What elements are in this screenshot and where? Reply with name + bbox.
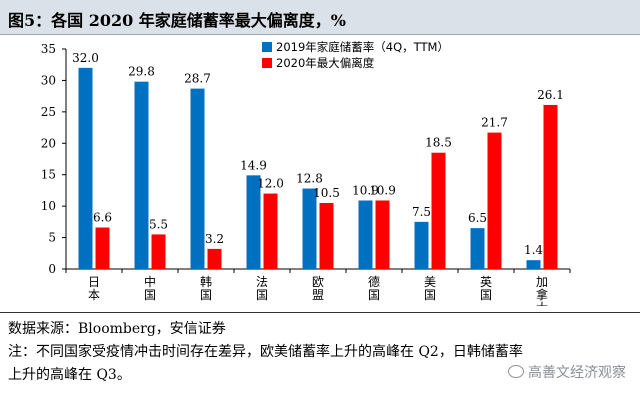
bar-savings-rate-2019 — [78, 67, 93, 269]
x-category-label: 盟 — [312, 288, 324, 302]
note-line-2: 上升的高峰在 Q3。 — [8, 367, 131, 383]
y-tick-label: 5 — [48, 231, 56, 245]
legend-label: 2019年家庭储蓄率（4Q，TTM） — [276, 40, 449, 54]
data-label: 3.2 — [205, 232, 224, 246]
x-category-label: 韩 — [200, 274, 212, 289]
x-category-label: 国 — [424, 288, 436, 302]
bar-max-deviation-2020 — [263, 193, 278, 269]
chart-title: 图5：各国 2020 年家庭储蓄率最大偏离度，% — [8, 11, 347, 30]
data-label: 10.9 — [369, 183, 396, 197]
legend-label: 2020年最大偏离度 — [276, 56, 375, 70]
x-category-label: 国 — [256, 288, 268, 302]
data-label: 12.0 — [257, 177, 284, 191]
x-category-label: 美 — [424, 275, 436, 289]
data-label: 32.0 — [72, 51, 99, 65]
data-label: 7.5 — [412, 205, 431, 219]
bar-savings-rate-2019 — [358, 200, 373, 269]
bar-max-deviation-2020 — [151, 234, 166, 269]
x-category-label: 国 — [368, 288, 380, 302]
x-category-label: 本 — [88, 288, 100, 302]
data-label: 10.5 — [313, 186, 340, 200]
bar-max-deviation-2020 — [319, 203, 334, 269]
source-text: 数据来源：Bloomberg，安信证券 — [8, 321, 226, 337]
note-line-1: 注：不同国家受疫情冲击时间存在差异，欧美储蓄率上升的高峰在 Q2，日韩储蓄率 — [8, 344, 523, 360]
data-label: 6.6 — [93, 211, 112, 225]
bar-max-deviation-2020 — [487, 132, 502, 269]
wechat-icon — [508, 365, 524, 378]
bar-savings-rate-2019 — [302, 188, 317, 269]
data-label: 29.8 — [128, 65, 155, 79]
data-label: 5.5 — [149, 217, 168, 231]
bar-max-deviation-2020 — [431, 152, 446, 269]
x-category-label: 国 — [200, 288, 212, 302]
data-label: 10.9 — [352, 183, 379, 197]
bar-max-deviation-2020 — [207, 248, 222, 269]
bar-chart: 0510152025303532.06.6日本29.85.5中国28.73.2韩… — [41, 40, 571, 306]
bar-savings-rate-2019 — [134, 81, 149, 269]
y-tick-label: 10 — [41, 199, 56, 213]
watermark-label: 高善文经济观察 — [528, 365, 626, 381]
y-tick-label: 0 — [48, 262, 56, 276]
bar-savings-rate-2019 — [190, 88, 205, 269]
bar-savings-rate-2019 — [246, 175, 261, 269]
data-label: 28.7 — [184, 72, 211, 86]
title-bar: 图5：各国 2020 年家庭储蓄率最大偏离度，% — [0, 0, 640, 35]
x-category-label: 国 — [144, 288, 156, 302]
y-tick-label: 20 — [41, 136, 56, 150]
x-category-label: 大 — [536, 301, 548, 306]
watermark: 高善文经济观察 — [506, 362, 628, 382]
x-category-label: 中 — [144, 274, 156, 289]
x-category-label: 日 — [88, 275, 100, 289]
x-category-label: 法 — [256, 275, 268, 289]
y-tick-label: 35 — [41, 42, 56, 56]
data-label: 14.9 — [240, 158, 267, 172]
bar-max-deviation-2020 — [543, 104, 558, 269]
x-category-label: 德 — [368, 274, 380, 289]
data-label: 6.5 — [468, 211, 487, 225]
x-category-label: 加 — [536, 275, 548, 289]
bar-savings-rate-2019 — [470, 228, 485, 269]
data-label: 21.7 — [481, 116, 508, 130]
bar-max-deviation-2020 — [375, 200, 390, 269]
legend-swatch — [262, 58, 272, 68]
x-category-label: 英 — [480, 275, 492, 289]
bar-savings-rate-2019 — [526, 260, 541, 269]
data-label: 1.4 — [524, 243, 543, 257]
data-label: 26.1 — [537, 88, 564, 102]
legend-swatch — [262, 42, 272, 52]
y-tick-label: 30 — [41, 73, 56, 87]
data-label: 18.5 — [425, 136, 452, 150]
footer-divider — [0, 312, 640, 313]
x-category-label: 欧 — [312, 275, 324, 289]
y-tick-label: 15 — [41, 168, 56, 182]
bar-savings-rate-2019 — [414, 221, 429, 269]
x-category-label: 拿 — [536, 287, 548, 302]
y-tick-label: 25 — [41, 105, 56, 119]
x-category-label: 国 — [480, 288, 492, 302]
bar-max-deviation-2020 — [95, 227, 110, 269]
data-label: 12.8 — [296, 172, 323, 186]
